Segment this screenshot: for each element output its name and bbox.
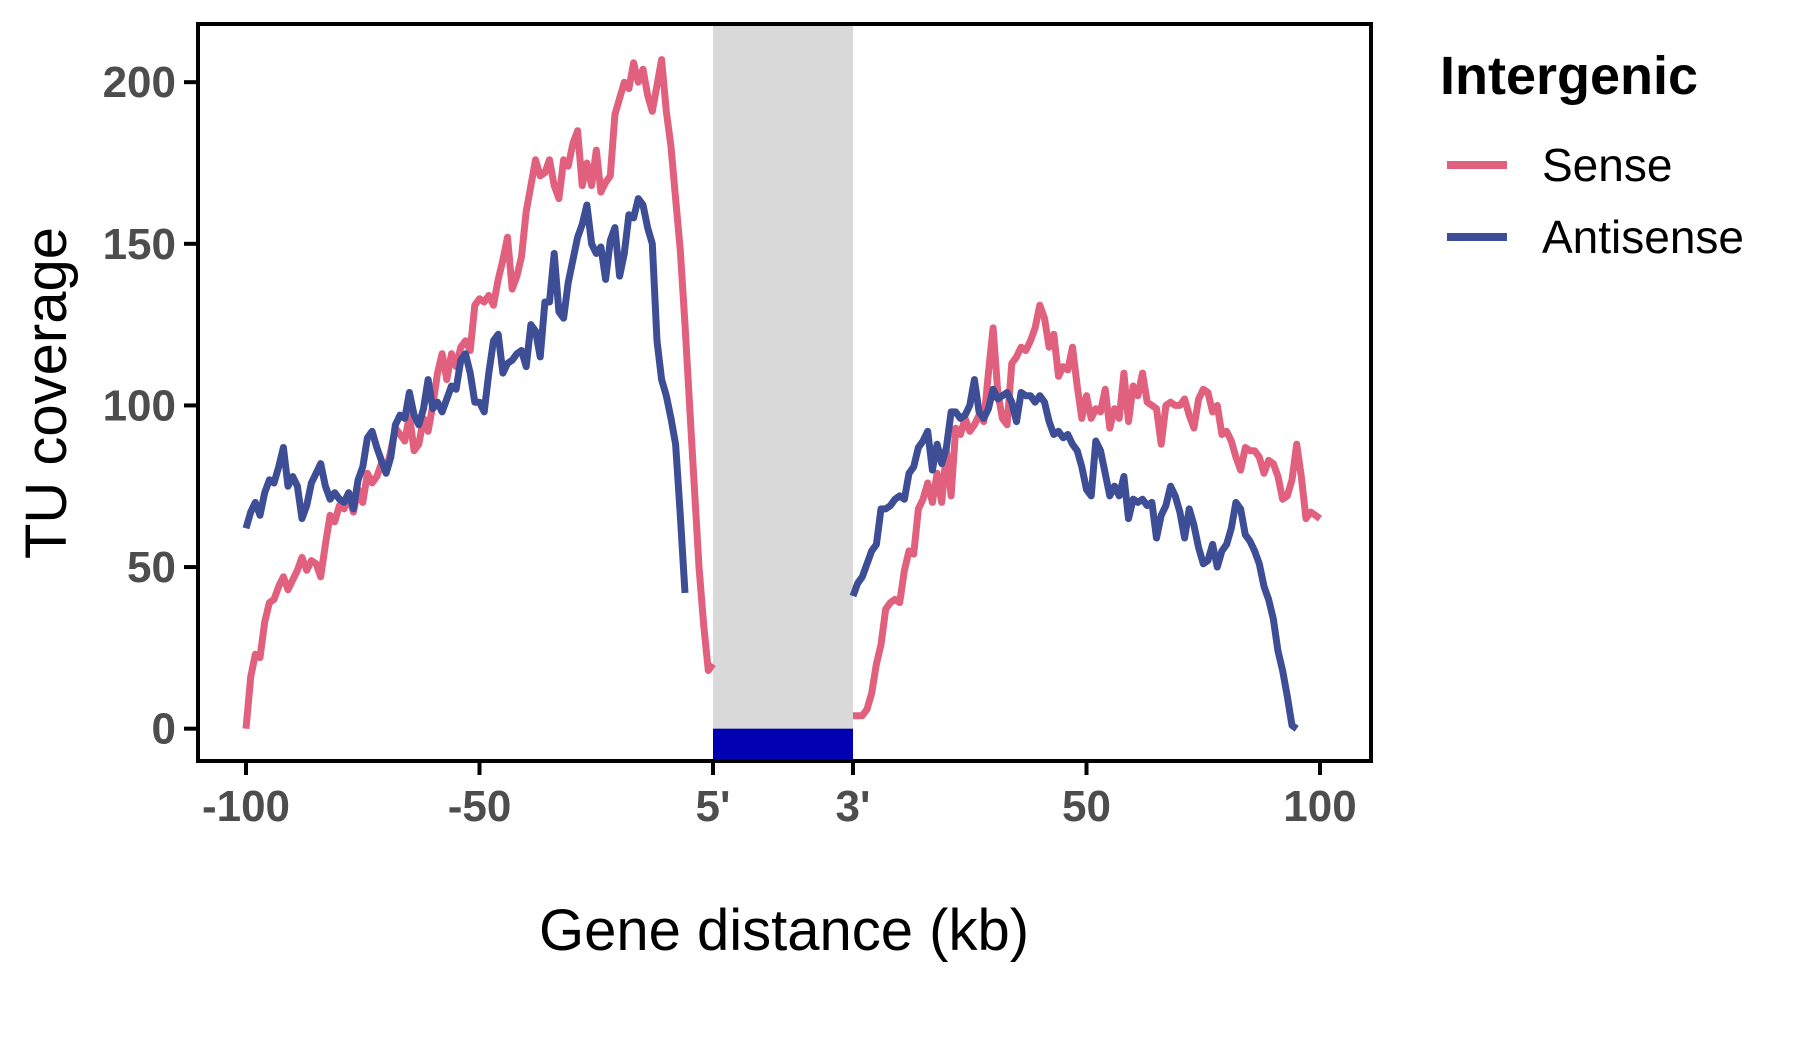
y-tick-label: 200 <box>103 58 176 107</box>
series-line-sense-downstream <box>853 301 1323 720</box>
series-line-sense-upstream <box>242 56 716 730</box>
x-tick-label: -50 <box>448 782 512 831</box>
x-tick-label: 3' <box>836 782 871 831</box>
legend-label-sense: Sense <box>1542 139 1672 191</box>
y-tick-label: 50 <box>127 543 176 592</box>
series-line-antisense-downstream <box>849 376 1299 732</box>
series-line-antisense-upstream <box>242 195 689 594</box>
gene-body-shade <box>713 24 853 761</box>
legend: Intergenic Sense Antisense <box>1440 46 1744 263</box>
y-tick-label: 100 <box>103 381 176 430</box>
y-tick-label: 0 <box>152 705 176 754</box>
legend-label-antisense: Antisense <box>1542 211 1744 263</box>
y-axis: 0 50 100 150 200 <box>103 58 198 754</box>
gene-body <box>713 24 853 761</box>
x-axis-title: Gene distance (kb) <box>539 898 1029 963</box>
gene-body-bar <box>713 728 853 761</box>
legend-title: Intergenic <box>1440 46 1698 106</box>
x-tick-label: 100 <box>1283 782 1356 831</box>
panel-border <box>196 22 1373 763</box>
y-tick-label: 150 <box>103 220 176 269</box>
y-axis-title: TU coverage <box>14 227 79 559</box>
x-tick-label: -100 <box>202 782 290 831</box>
x-tick-label: 50 <box>1062 782 1111 831</box>
x-tick-label: 5' <box>696 782 731 831</box>
series-layer <box>242 56 1323 732</box>
x-axis: -100 -50 5' 3' 50 100 <box>202 761 1357 831</box>
